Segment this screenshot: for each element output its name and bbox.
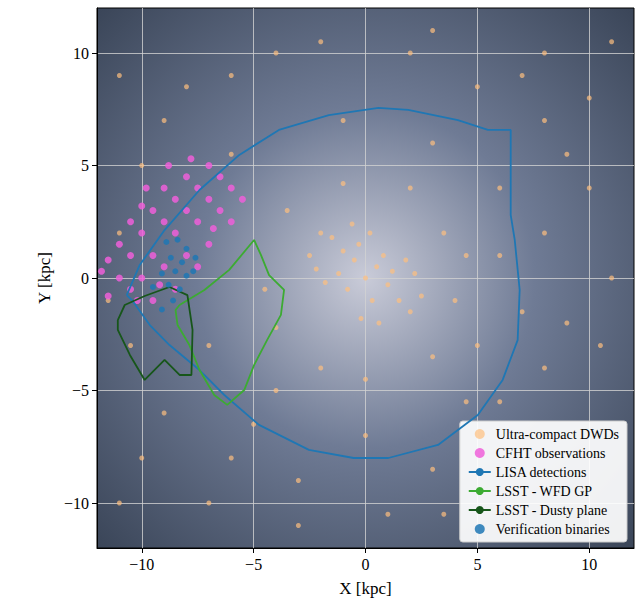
svg-text:Ultra-compact DWDs: Ultra-compact DWDs [496, 427, 619, 442]
svg-text:−5: −5 [245, 556, 262, 573]
svg-text:Verification binaries: Verification binaries [496, 522, 610, 537]
svg-text:CFHT observations: CFHT observations [496, 446, 606, 461]
svg-text:Y [kpc]: Y [kpc] [35, 252, 54, 304]
svg-text:5: 5 [473, 556, 481, 573]
svg-text:LSST - Dusty plane: LSST - Dusty plane [496, 503, 607, 518]
svg-text:LSST - WFD GP: LSST - WFD GP [496, 484, 593, 499]
svg-text:X [kpc]: X [kpc] [339, 579, 391, 598]
svg-text:10: 10 [73, 45, 89, 62]
svg-text:−10: −10 [64, 495, 89, 512]
svg-text:LISA detections: LISA detections [496, 465, 587, 480]
svg-text:5: 5 [81, 157, 89, 174]
svg-text:0: 0 [81, 270, 89, 287]
svg-text:0: 0 [362, 556, 370, 573]
svg-text:−10: −10 [129, 556, 154, 573]
svg-text:10: 10 [581, 556, 597, 573]
svg-text:−5: −5 [72, 382, 89, 399]
